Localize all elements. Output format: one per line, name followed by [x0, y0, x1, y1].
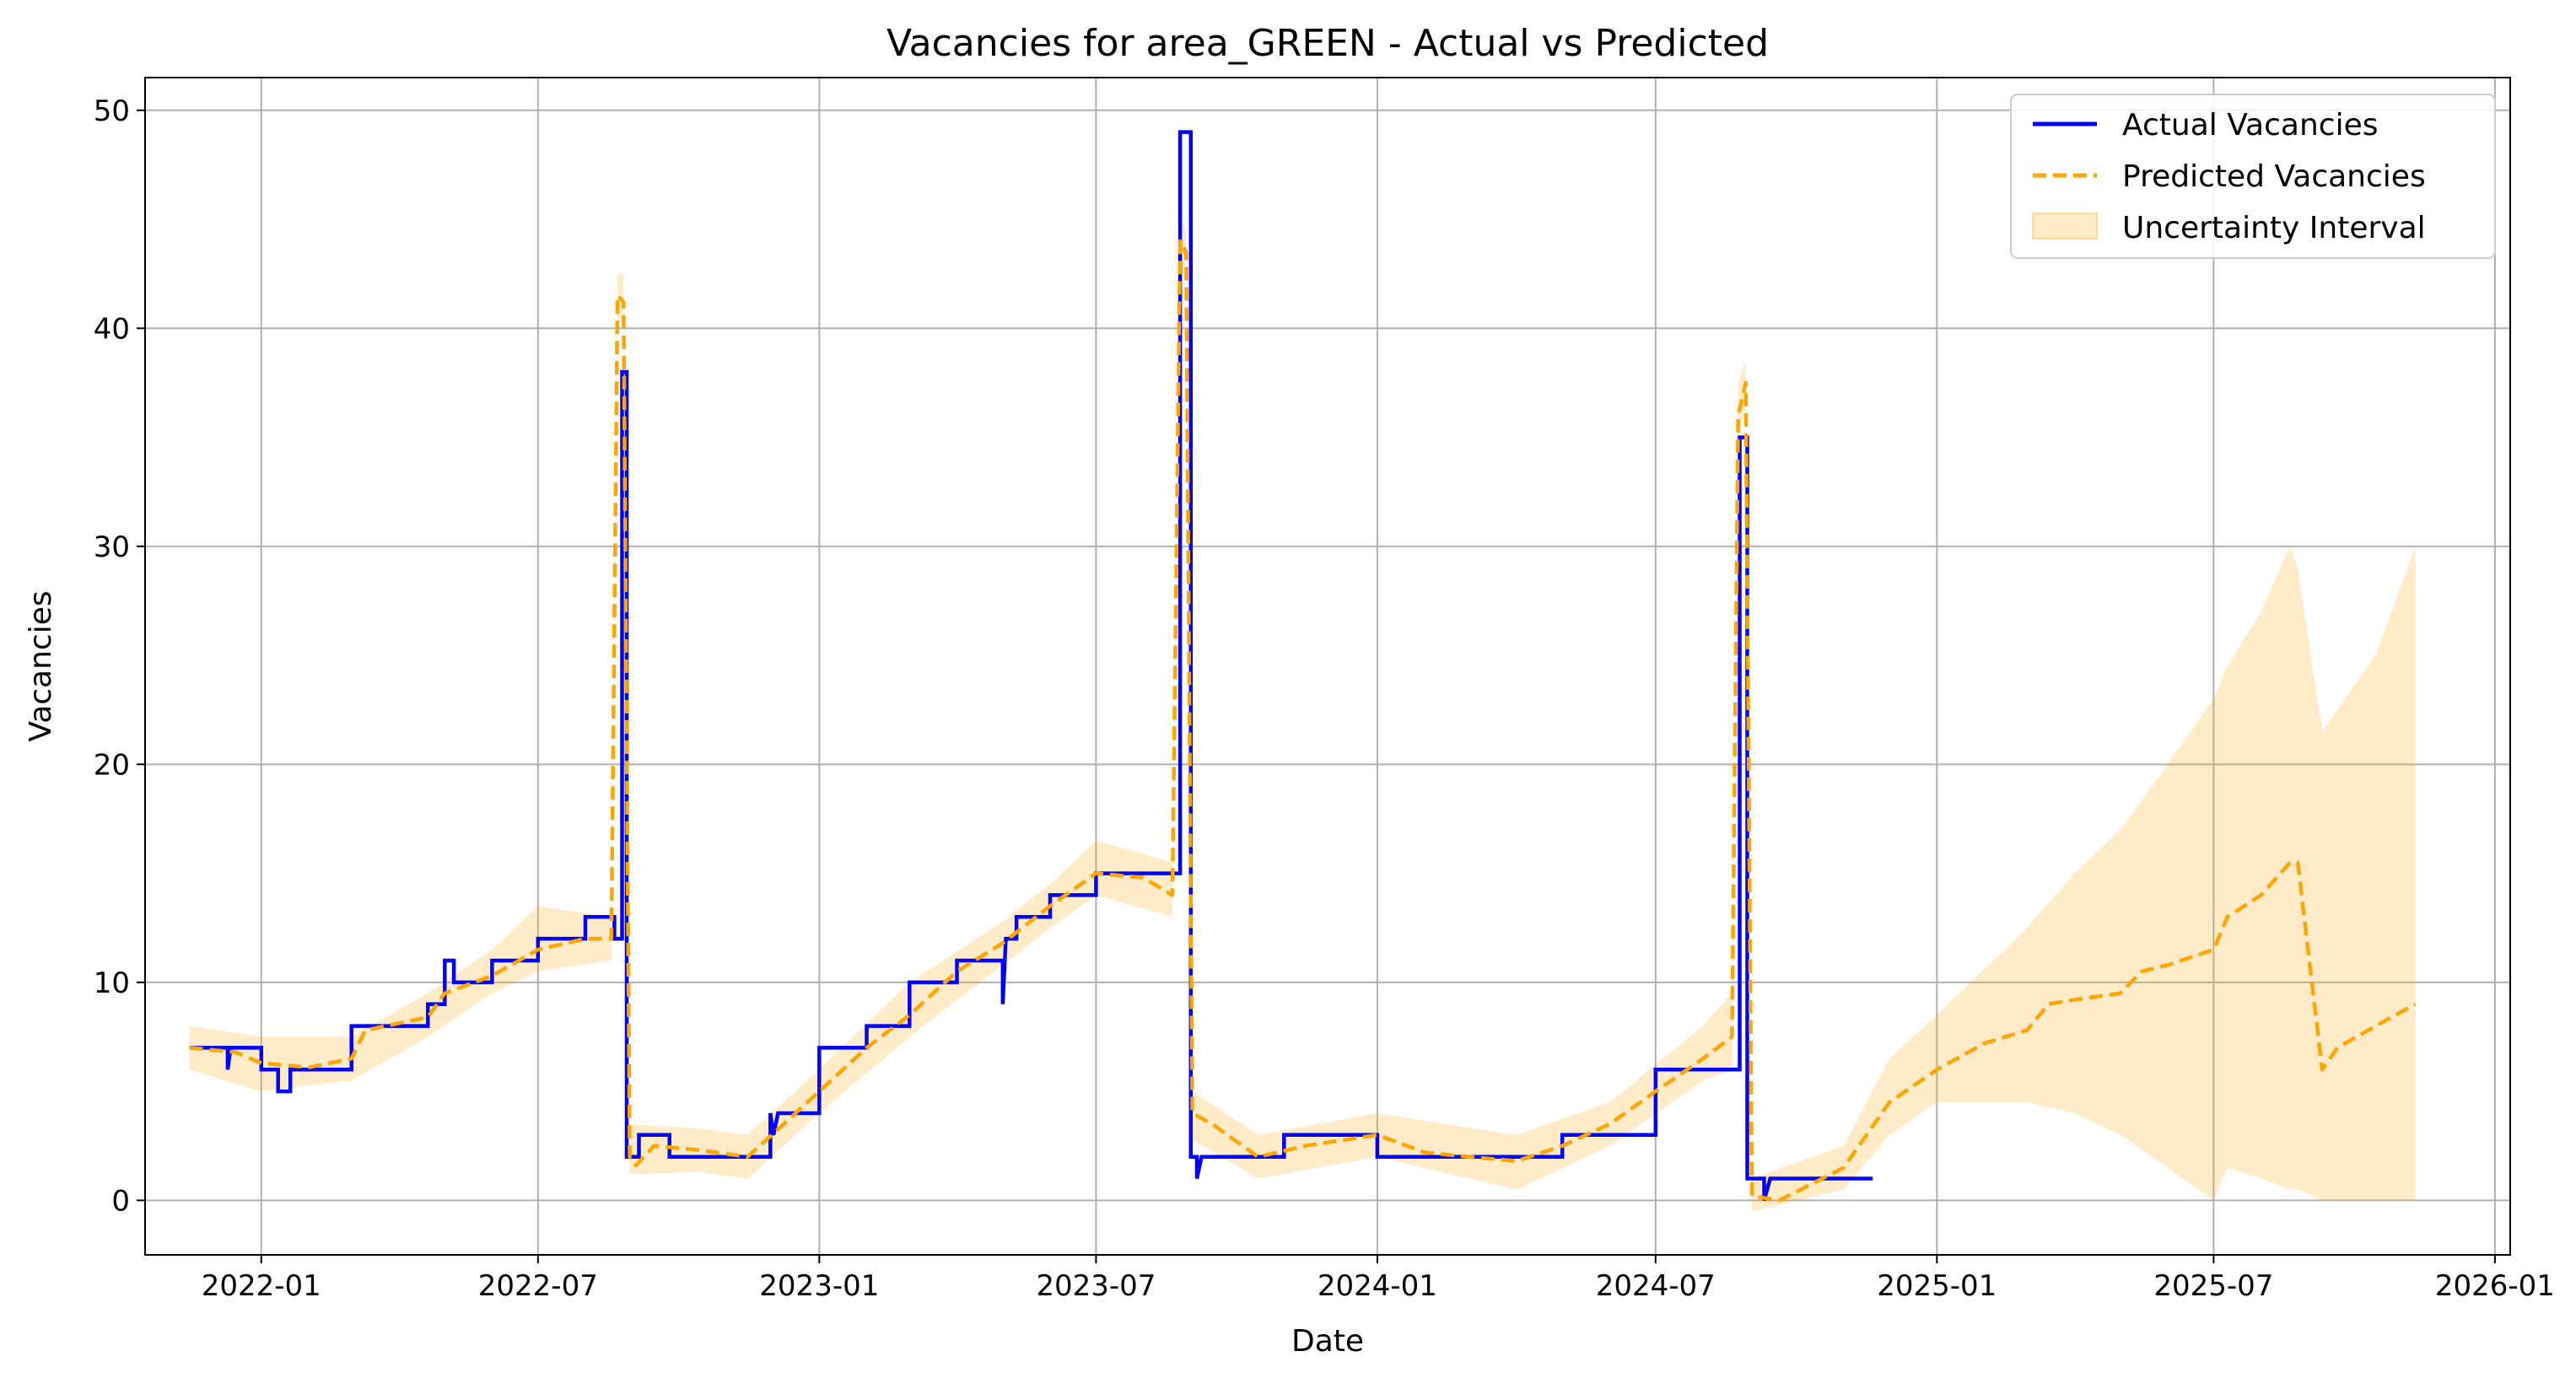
y-axis-label: Vacancies: [24, 590, 58, 741]
legend-box: [2010, 94, 2496, 259]
chart-title: Vacancies for area_GREEN - Actual vs Pre…: [887, 22, 1769, 65]
legend-band-label: Uncertainty Interval: [2122, 211, 2426, 245]
x-tick-label: 2025-07: [2153, 1269, 2273, 1303]
x-tick-label: 2025-01: [1877, 1269, 1997, 1303]
predicted-vacancies-line: [189, 239, 2417, 1203]
plot-frame: [144, 77, 2511, 1256]
x-axis-label: Date: [1291, 1324, 1364, 1359]
axis-ticks: 2022-01 2022-07 2023-01 2023-07 2024-01 2024-…: [94, 94, 2555, 1303]
y-tick-label: 50: [94, 94, 130, 128]
x-tick-label: 2023-07: [1036, 1269, 1156, 1303]
x-tick-label: 2022-07: [478, 1269, 598, 1303]
y-tick-label: 20: [94, 748, 130, 782]
x-tick-label: 2026-01: [2435, 1269, 2555, 1303]
grid-lines: [145, 78, 2510, 1255]
x-tick-label: 2024-07: [1596, 1269, 1716, 1303]
uncertainty-band: [189, 219, 2416, 1212]
y-tick-label: 40: [94, 312, 130, 346]
legend-band-swatch: [2032, 213, 2098, 240]
y-tick-label: 30: [94, 530, 130, 564]
x-tick-label: 2023-01: [759, 1269, 879, 1303]
x-tick-label: 2022-01: [202, 1269, 321, 1303]
x-tick-label: 2024-01: [1318, 1269, 1437, 1303]
actual-vacancies-line: [189, 130, 1873, 1202]
legend-actual-label: Actual Vacancies: [2122, 108, 2379, 143]
y-tick-label: 10: [94, 966, 130, 1000]
series-line-layer: [189, 130, 2417, 1203]
legend-predicted-label: Predicted Vacancies: [2122, 159, 2426, 194]
legend: Actual Vacancies Predicted Vacancies Unc…: [2010, 94, 2496, 259]
uncertainty-band-layer: [189, 219, 2416, 1212]
y-tick-label: 0: [111, 1184, 130, 1218]
